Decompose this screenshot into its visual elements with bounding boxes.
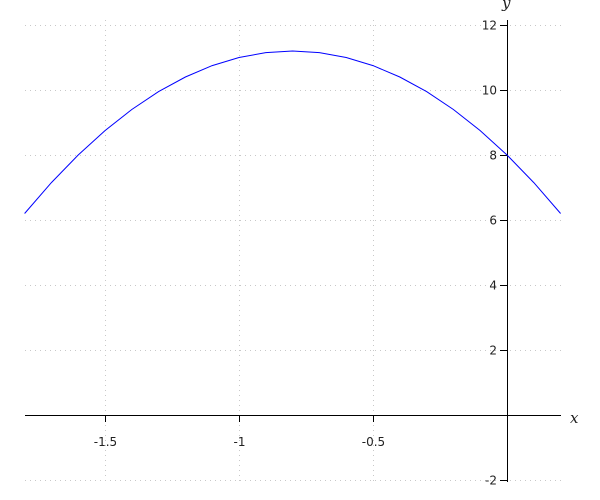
series: [24, 50, 561, 214]
x-tick-label: -1.5: [94, 435, 117, 449]
series-line: [24, 50, 561, 214]
y-axis-label: y: [501, 0, 511, 12]
ticks: -1.5 -1 -0.5 -2 2 4 6 8 10 12: [94, 19, 507, 488]
y-tick-label: 2: [489, 344, 497, 358]
x-tick-label: -1: [234, 435, 246, 449]
y-tick-label: 8: [489, 149, 497, 163]
y-tick-label: 6: [489, 214, 497, 228]
y-tick-label: 4: [489, 279, 497, 293]
grid: [25, 20, 561, 482]
x-tick-label: -0.5: [362, 435, 385, 449]
y-tick-label: 12: [482, 19, 497, 33]
axes: [25, 20, 561, 482]
y-tick-label: -2: [485, 474, 497, 488]
x-axis-label: x: [570, 409, 579, 427]
y-tick-label: 10: [482, 84, 497, 98]
